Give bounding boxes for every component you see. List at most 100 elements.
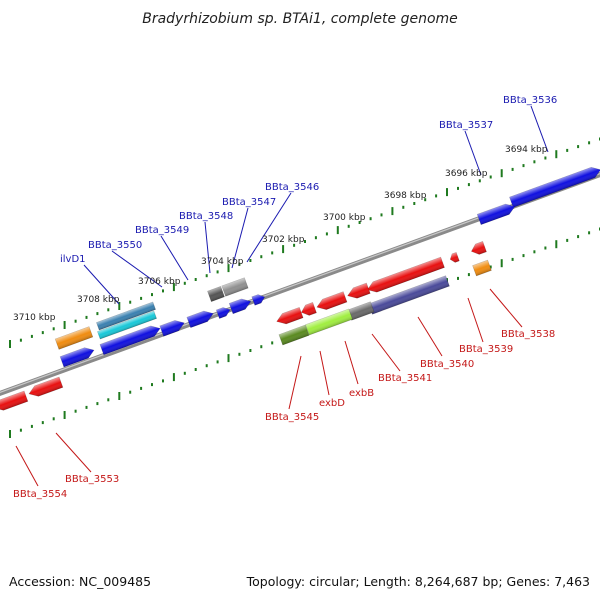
gene-label: ilvD1 xyxy=(60,254,86,265)
ruler-tick xyxy=(555,150,558,159)
ruler-tick xyxy=(118,392,121,400)
ruler-tick xyxy=(588,141,591,145)
ruler-tick xyxy=(260,345,263,349)
ruler-tick xyxy=(304,240,306,243)
ruler-tick xyxy=(336,226,339,235)
gene-arrow xyxy=(316,291,348,310)
gene-arrow xyxy=(472,259,492,277)
ruler-tick xyxy=(577,235,580,239)
gene-arrow xyxy=(59,347,95,368)
ruler-tick xyxy=(347,224,350,228)
gene-label: exbD xyxy=(319,398,345,409)
gene-arrow xyxy=(276,306,304,325)
leader-line xyxy=(530,105,549,153)
gene-arrow xyxy=(221,277,249,297)
gene-label: BBta_3548 xyxy=(179,211,233,222)
ruler-tick xyxy=(85,315,88,319)
ruler-tick xyxy=(96,312,99,316)
gene-arrow xyxy=(207,286,225,302)
gene-arrow xyxy=(215,307,231,319)
ruler-tick xyxy=(118,302,121,310)
leader-line xyxy=(111,250,163,288)
ruler-tick xyxy=(19,338,22,342)
gene-arrow xyxy=(366,256,445,293)
ruler-tick xyxy=(249,259,252,262)
leader-line xyxy=(288,355,302,410)
ruler-tick xyxy=(151,383,153,387)
gene-arrow xyxy=(509,166,600,208)
gene-label: BBta_3545 xyxy=(265,412,319,423)
leader-line xyxy=(55,432,92,473)
leader-line xyxy=(489,288,523,328)
ruler-tick xyxy=(358,221,361,224)
ruler-tick xyxy=(478,179,481,183)
ruler-tick xyxy=(588,231,591,235)
ruler-tick xyxy=(391,207,394,216)
gene-arrow xyxy=(476,203,516,226)
ruler-tick xyxy=(500,169,503,178)
ruler-tick xyxy=(566,148,569,152)
ruler-tick xyxy=(183,371,186,375)
ruler-tick xyxy=(216,270,219,274)
ruler-tick xyxy=(194,368,197,371)
leader-line xyxy=(15,445,39,487)
ruler-tick xyxy=(260,255,263,259)
ruler-tick xyxy=(511,167,514,171)
ruler-tick xyxy=(151,293,153,297)
gene-arrow xyxy=(96,301,156,331)
ruler-tick xyxy=(566,238,569,242)
ruler-tick xyxy=(413,202,416,205)
gene-label: BBta_3538 xyxy=(501,329,555,340)
ruler-tick xyxy=(533,250,536,254)
label-leaders xyxy=(15,105,549,487)
ruler-tick xyxy=(216,360,219,364)
ruler-tick xyxy=(238,352,241,356)
ruler-tick xyxy=(74,409,77,413)
gene-label: exbB xyxy=(349,388,374,399)
ruler-tick xyxy=(544,156,547,160)
gene-label: BBta_3539 xyxy=(459,344,513,355)
map-title: Bradyrhizobium sp. BTAi1, complete genom… xyxy=(142,11,458,27)
gene-label: BBta_3553 xyxy=(65,474,119,485)
gene-label: BBta_3550 xyxy=(88,240,142,251)
ruler-label: 3702 kbp xyxy=(262,235,305,245)
gene-arrow xyxy=(449,252,460,263)
ruler-tick xyxy=(63,321,66,329)
ruler-tick xyxy=(467,273,470,277)
ruler-tick xyxy=(52,327,55,331)
ruler-label: 3710 kbp xyxy=(13,313,56,323)
ruler-tick xyxy=(205,274,208,278)
ruler-tick xyxy=(107,398,110,402)
gene-arrow xyxy=(251,294,266,306)
ruler-tick xyxy=(74,319,77,323)
ruler-tick xyxy=(140,386,143,390)
bottom-gene-labels: BBta_3538 BBta_3539 BBta_3540 BBta_3541 … xyxy=(13,329,555,500)
ruler-tick xyxy=(9,430,11,438)
leader-line xyxy=(344,340,359,385)
gene-label: BBta_3547 xyxy=(222,197,276,208)
ruler-tick xyxy=(129,300,132,304)
gene-arrow xyxy=(97,310,157,340)
ruler-tick xyxy=(457,186,459,190)
ruler-tick xyxy=(107,308,110,312)
ruler-label: 3694 kbp xyxy=(505,145,548,155)
gene-label: BBta_3541 xyxy=(378,373,432,384)
gene-arrow xyxy=(470,241,487,255)
gene-arrow xyxy=(54,326,94,350)
ruler-tick xyxy=(369,217,372,221)
leader-line xyxy=(160,235,189,281)
ruler-tick xyxy=(424,198,427,202)
ruler-tick xyxy=(9,340,11,348)
gene-arrow xyxy=(347,282,371,299)
ruler-tick xyxy=(457,276,459,280)
gene-arrow xyxy=(228,298,252,315)
ruler-tick xyxy=(52,417,55,421)
leader-line xyxy=(464,130,482,176)
ruler-tick xyxy=(380,213,383,217)
ruler-tick xyxy=(183,281,186,285)
ruler-labels: 3694 kbp 3696 kbp 3698 kbp 3700 kbp 3702… xyxy=(13,145,548,323)
ruler-tick xyxy=(489,265,492,269)
ruler-tick xyxy=(41,421,44,425)
gene-label: BBta_3549 xyxy=(135,225,189,236)
